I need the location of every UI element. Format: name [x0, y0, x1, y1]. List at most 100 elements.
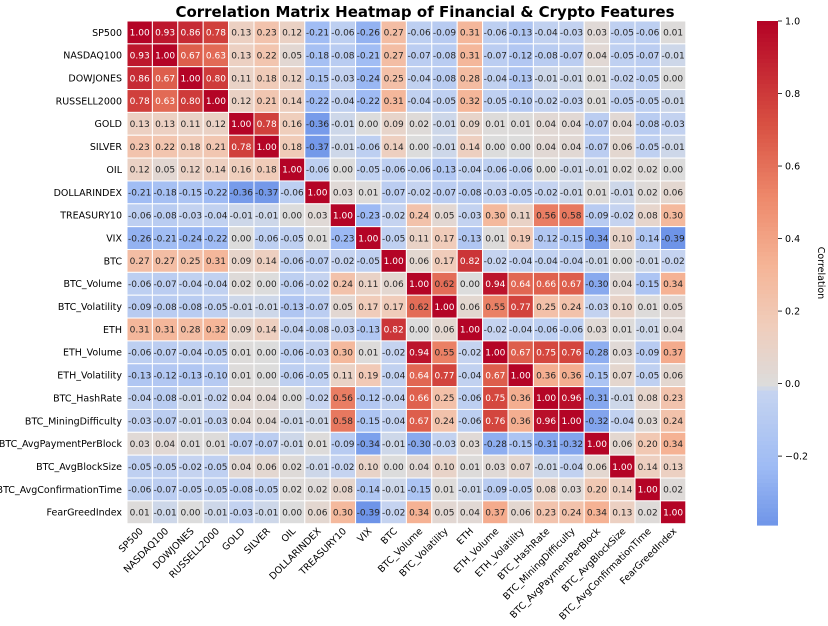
colorbar-segment	[757, 54, 778, 60]
cell-value-label: 0.08	[638, 211, 658, 221]
cell-value-label: 0.06	[257, 463, 277, 473]
cell-value-label: 0.11	[409, 234, 429, 244]
cell-value-label: -0.04	[204, 211, 228, 221]
cell-value-label: 0.00	[612, 257, 632, 267]
colorbar-segment	[757, 67, 778, 72]
cell-value-label: -0.02	[458, 349, 481, 359]
cell-value-label: 0.63	[206, 51, 226, 61]
cell-value-label: 0.00	[257, 349, 277, 359]
cell-value-label: -0.08	[458, 189, 482, 199]
colorbar-segment	[757, 361, 778, 366]
cell-value-label: -0.01	[255, 508, 278, 518]
colorbar-segment	[757, 357, 778, 362]
colorbar-segment	[757, 382, 778, 387]
colorbar-segment	[757, 42, 778, 47]
cell-value-label: -0.13	[509, 29, 532, 39]
cell-value-label: -0.07	[585, 120, 608, 130]
cell-value-label: -0.01	[382, 486, 405, 496]
cell-value-label: 1.00	[409, 280, 429, 290]
cell-value-label: 0.17	[434, 257, 454, 267]
cell-value-label: -0.10	[509, 97, 533, 107]
cell-value-label: 0.02	[638, 508, 658, 518]
cell-value-label: -0.06	[357, 143, 381, 153]
cell-value-label: 0.01	[511, 120, 531, 130]
cell-value-label: -0.02	[306, 394, 329, 404]
cell-value-label: 0.05	[434, 508, 454, 518]
colorbar-segment	[757, 155, 778, 161]
cell-value-label: -0.08	[230, 486, 254, 496]
cell-value-label: -0.07	[636, 51, 659, 61]
cell-value-label: 0.18	[180, 143, 200, 153]
cell-value-label: 0.01	[663, 29, 683, 39]
cell-value-label: 0.00	[485, 143, 505, 153]
cell-value-label: 0.21	[206, 143, 226, 153]
cell-value-label: -0.23	[331, 234, 354, 244]
cell-value-label: -0.14	[636, 234, 660, 244]
cell-value-label: 1.00	[180, 74, 200, 84]
cell-value-label: -0.08	[179, 303, 203, 313]
cell-value-label: 0.01	[307, 440, 327, 450]
cell-value-label: -0.07	[255, 440, 278, 450]
cell-value-label: 0.19	[511, 234, 531, 244]
colorbar-segment	[757, 483, 778, 488]
colorbar-segment	[757, 130, 778, 135]
cell-value-label: -0.24	[357, 74, 381, 84]
cell-value-label: 0.78	[257, 120, 277, 130]
cell-value-label: 0.08	[536, 486, 556, 496]
cell-value-label: -0.07	[153, 349, 176, 359]
cell-value-label: 0.32	[206, 326, 226, 336]
cell-value-label: 0.14	[257, 326, 277, 336]
cell-value-label: -0.01	[179, 417, 202, 427]
cell-value-label: 0.66	[409, 394, 429, 404]
cell-value-label: -0.03	[458, 211, 481, 221]
cell-value-label: -0.34	[357, 440, 381, 450]
cell-value-label: 0.07	[511, 463, 531, 473]
colorbar-segment	[757, 75, 778, 81]
cell-value-label: 1.00	[307, 189, 327, 199]
colorbar-segment	[757, 445, 778, 450]
cell-value-label: 0.01	[587, 97, 607, 107]
colorbar-segment	[757, 273, 778, 278]
cell-value-label: -0.21	[153, 234, 176, 244]
cell-value-label: 0.02	[282, 486, 302, 496]
cell-value-label: -0.37	[255, 189, 278, 199]
cell-value-label: -0.08	[153, 303, 177, 313]
cell-value-label: 0.04	[536, 143, 556, 153]
cell-value-label: 0.01	[485, 120, 505, 130]
cell-value-label: -0.32	[585, 417, 608, 427]
heatmap-cell-feargreedindex-feargreedindex	[659, 500, 687, 525]
cell-value-label: -0.13	[433, 166, 456, 176]
cell-value-label: -0.01	[255, 211, 278, 221]
cell-value-label: -0.06	[280, 280, 304, 290]
colorbar-segment	[757, 79, 778, 85]
cell-value-label: -0.07	[153, 486, 176, 496]
colorbar-segment	[757, 470, 778, 476]
cell-value-label: 0.00	[358, 120, 378, 130]
row-label-eth: ETH	[103, 325, 122, 336]
cell-value-label: -0.01	[433, 120, 456, 130]
cell-value-label: -0.01	[585, 257, 608, 267]
colorbar-tick-label: 0.2	[785, 306, 800, 317]
cell-value-label: 0.18	[282, 143, 302, 153]
cell-value-label: -0.07	[407, 51, 430, 61]
cell-value-label: -0.06	[280, 349, 304, 359]
colorbar-segment	[757, 117, 778, 123]
cell-value-label: 0.11	[333, 371, 353, 381]
cell-value-label: -0.28	[585, 349, 609, 359]
colorbar-segment	[757, 277, 778, 282]
cell-value-label: 0.34	[409, 508, 429, 518]
cell-value-label: 0.02	[638, 189, 658, 199]
cell-value-label: -0.34	[585, 234, 609, 244]
colorbar-segment	[757, 172, 778, 177]
cell-value-label: -0.06	[534, 326, 558, 336]
cell-value-label: 0.01	[231, 349, 251, 359]
row-label-dowjones: DOWJONES	[68, 74, 122, 85]
colorbar-segment	[757, 449, 778, 455]
cell-value-label: -0.06	[560, 326, 584, 336]
cell-value-label: 0.01	[231, 371, 251, 381]
colorbar-tick-label: −0.2	[785, 452, 808, 463]
cell-value-label: 0.03	[130, 440, 150, 450]
cell-value-label: -0.06	[382, 166, 406, 176]
cell-value-label: 1.00	[282, 166, 302, 176]
cell-value-label: 0.67	[180, 51, 200, 61]
